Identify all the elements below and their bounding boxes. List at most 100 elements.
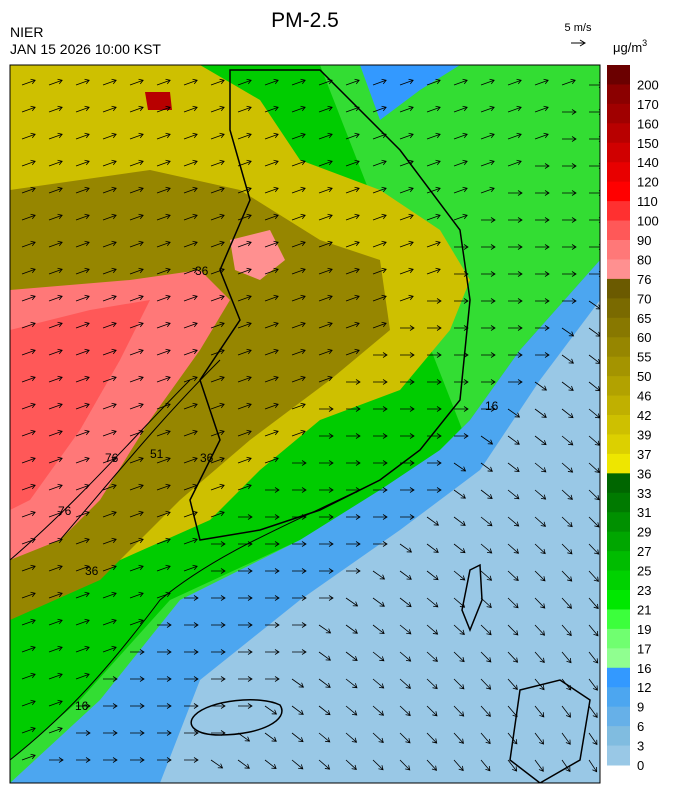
wind-arrow — [264, 348, 279, 356]
wind-arrow — [318, 159, 333, 167]
wind-arrow — [534, 516, 546, 527]
wind-arrow — [481, 406, 496, 412]
wind-arrow — [453, 516, 466, 526]
wind-arrow — [48, 240, 63, 248]
wind-arrow — [102, 402, 117, 410]
wind-arrow — [102, 267, 117, 275]
wind-arrow — [400, 325, 415, 331]
wind-arrow — [130, 730, 145, 736]
wind-arrow — [21, 78, 36, 86]
wind-arrow — [237, 240, 252, 248]
wind-arrow — [75, 618, 90, 626]
wind-arrow — [291, 105, 306, 113]
wind-arrow — [48, 726, 63, 734]
wind-arrow — [534, 105, 549, 113]
wind-arrow — [102, 159, 117, 167]
wind-arrow — [211, 622, 226, 628]
wind-arrow — [480, 543, 493, 554]
wind-arrow — [399, 759, 411, 771]
colorbar-label: 80 — [637, 252, 651, 267]
wind-arrow — [129, 240, 144, 248]
colorbar-swatch — [607, 667, 630, 688]
wind-arrow — [589, 217, 600, 223]
colorbar-label: 29 — [637, 525, 651, 540]
wind-arrow — [129, 375, 144, 383]
wind-arrow — [535, 244, 550, 250]
wind-arrow — [264, 186, 279, 194]
wind-arrow — [291, 267, 306, 275]
wind-arrow — [264, 732, 277, 742]
wind-arrow — [373, 406, 388, 412]
wind-arrow — [588, 543, 600, 555]
wind-arrow — [75, 105, 90, 113]
title: PM-2.5 — [271, 9, 339, 32]
wind-arrow — [157, 676, 172, 682]
wind-arrow — [319, 460, 334, 466]
wind-arrow — [183, 564, 198, 572]
wind-arrow — [561, 678, 572, 691]
colorbar-swatch — [607, 201, 630, 222]
wind-arrow — [237, 402, 252, 410]
colorbar-label: 200 — [637, 77, 659, 92]
wind-arrow — [345, 294, 360, 302]
wind-arrow — [454, 325, 469, 331]
wind-arrow — [319, 568, 334, 574]
wind-arrow — [535, 190, 550, 196]
wind-arrow — [264, 132, 279, 140]
wind-arrow — [103, 757, 118, 763]
wind-arrow — [373, 379, 388, 385]
wind-arrow — [292, 514, 307, 520]
colorbar-swatch — [607, 687, 630, 708]
wind-arrow — [48, 186, 63, 194]
wind-arrow — [21, 105, 36, 113]
colorbar-label: 160 — [637, 116, 659, 131]
wind-arrow — [48, 402, 63, 410]
wind-arrow — [21, 456, 36, 464]
wind-arrow — [400, 487, 415, 493]
wind-arrow — [48, 456, 63, 464]
wind-arrow — [21, 159, 36, 167]
wind-arrow — [237, 105, 252, 113]
wind-arrow — [453, 543, 466, 554]
wind-arrow — [562, 136, 577, 142]
wind-arrow — [507, 489, 520, 500]
wind-arrow — [156, 186, 171, 194]
wind-arrow — [561, 570, 573, 582]
map-frame — [9, 64, 601, 784]
colorbar-swatch — [607, 240, 630, 260]
wind-arrow — [21, 267, 36, 275]
wind-arrow — [481, 325, 496, 331]
wind-arrow — [372, 678, 385, 689]
wind-arrow — [265, 487, 280, 493]
wind-arrow — [481, 298, 496, 304]
wind-arrow — [75, 186, 90, 194]
wind-arrow — [318, 213, 333, 221]
wind-arrow — [399, 294, 414, 302]
wind-arrow — [561, 597, 572, 609]
wind-arrow — [318, 759, 331, 770]
wind-arrow — [373, 487, 388, 493]
wind-arrow — [453, 186, 468, 194]
wind-arrow — [534, 408, 547, 418]
wind-arrow — [372, 186, 387, 194]
wind-arrow — [292, 649, 307, 655]
wind-arrow — [400, 460, 415, 466]
wind-arrow — [157, 730, 172, 736]
wind-arrow — [21, 753, 36, 761]
wind-arrow — [292, 460, 307, 466]
wind-arrow — [237, 483, 252, 491]
wind-arrow — [102, 645, 117, 653]
colorbar-swatch — [607, 317, 630, 338]
wind-arrow — [426, 651, 438, 662]
wind-arrow — [534, 462, 547, 473]
wind-arrow — [292, 568, 307, 574]
wind-arrow — [481, 217, 496, 223]
wind-arrow — [211, 649, 226, 655]
contour-label: 16 — [75, 699, 89, 713]
wind-arrow — [291, 429, 306, 437]
wind-arrow — [156, 240, 171, 248]
wind-arrow — [156, 159, 171, 167]
wind-arrow — [156, 402, 171, 410]
wind-arrow — [102, 240, 117, 248]
wind-arrow — [48, 429, 63, 437]
